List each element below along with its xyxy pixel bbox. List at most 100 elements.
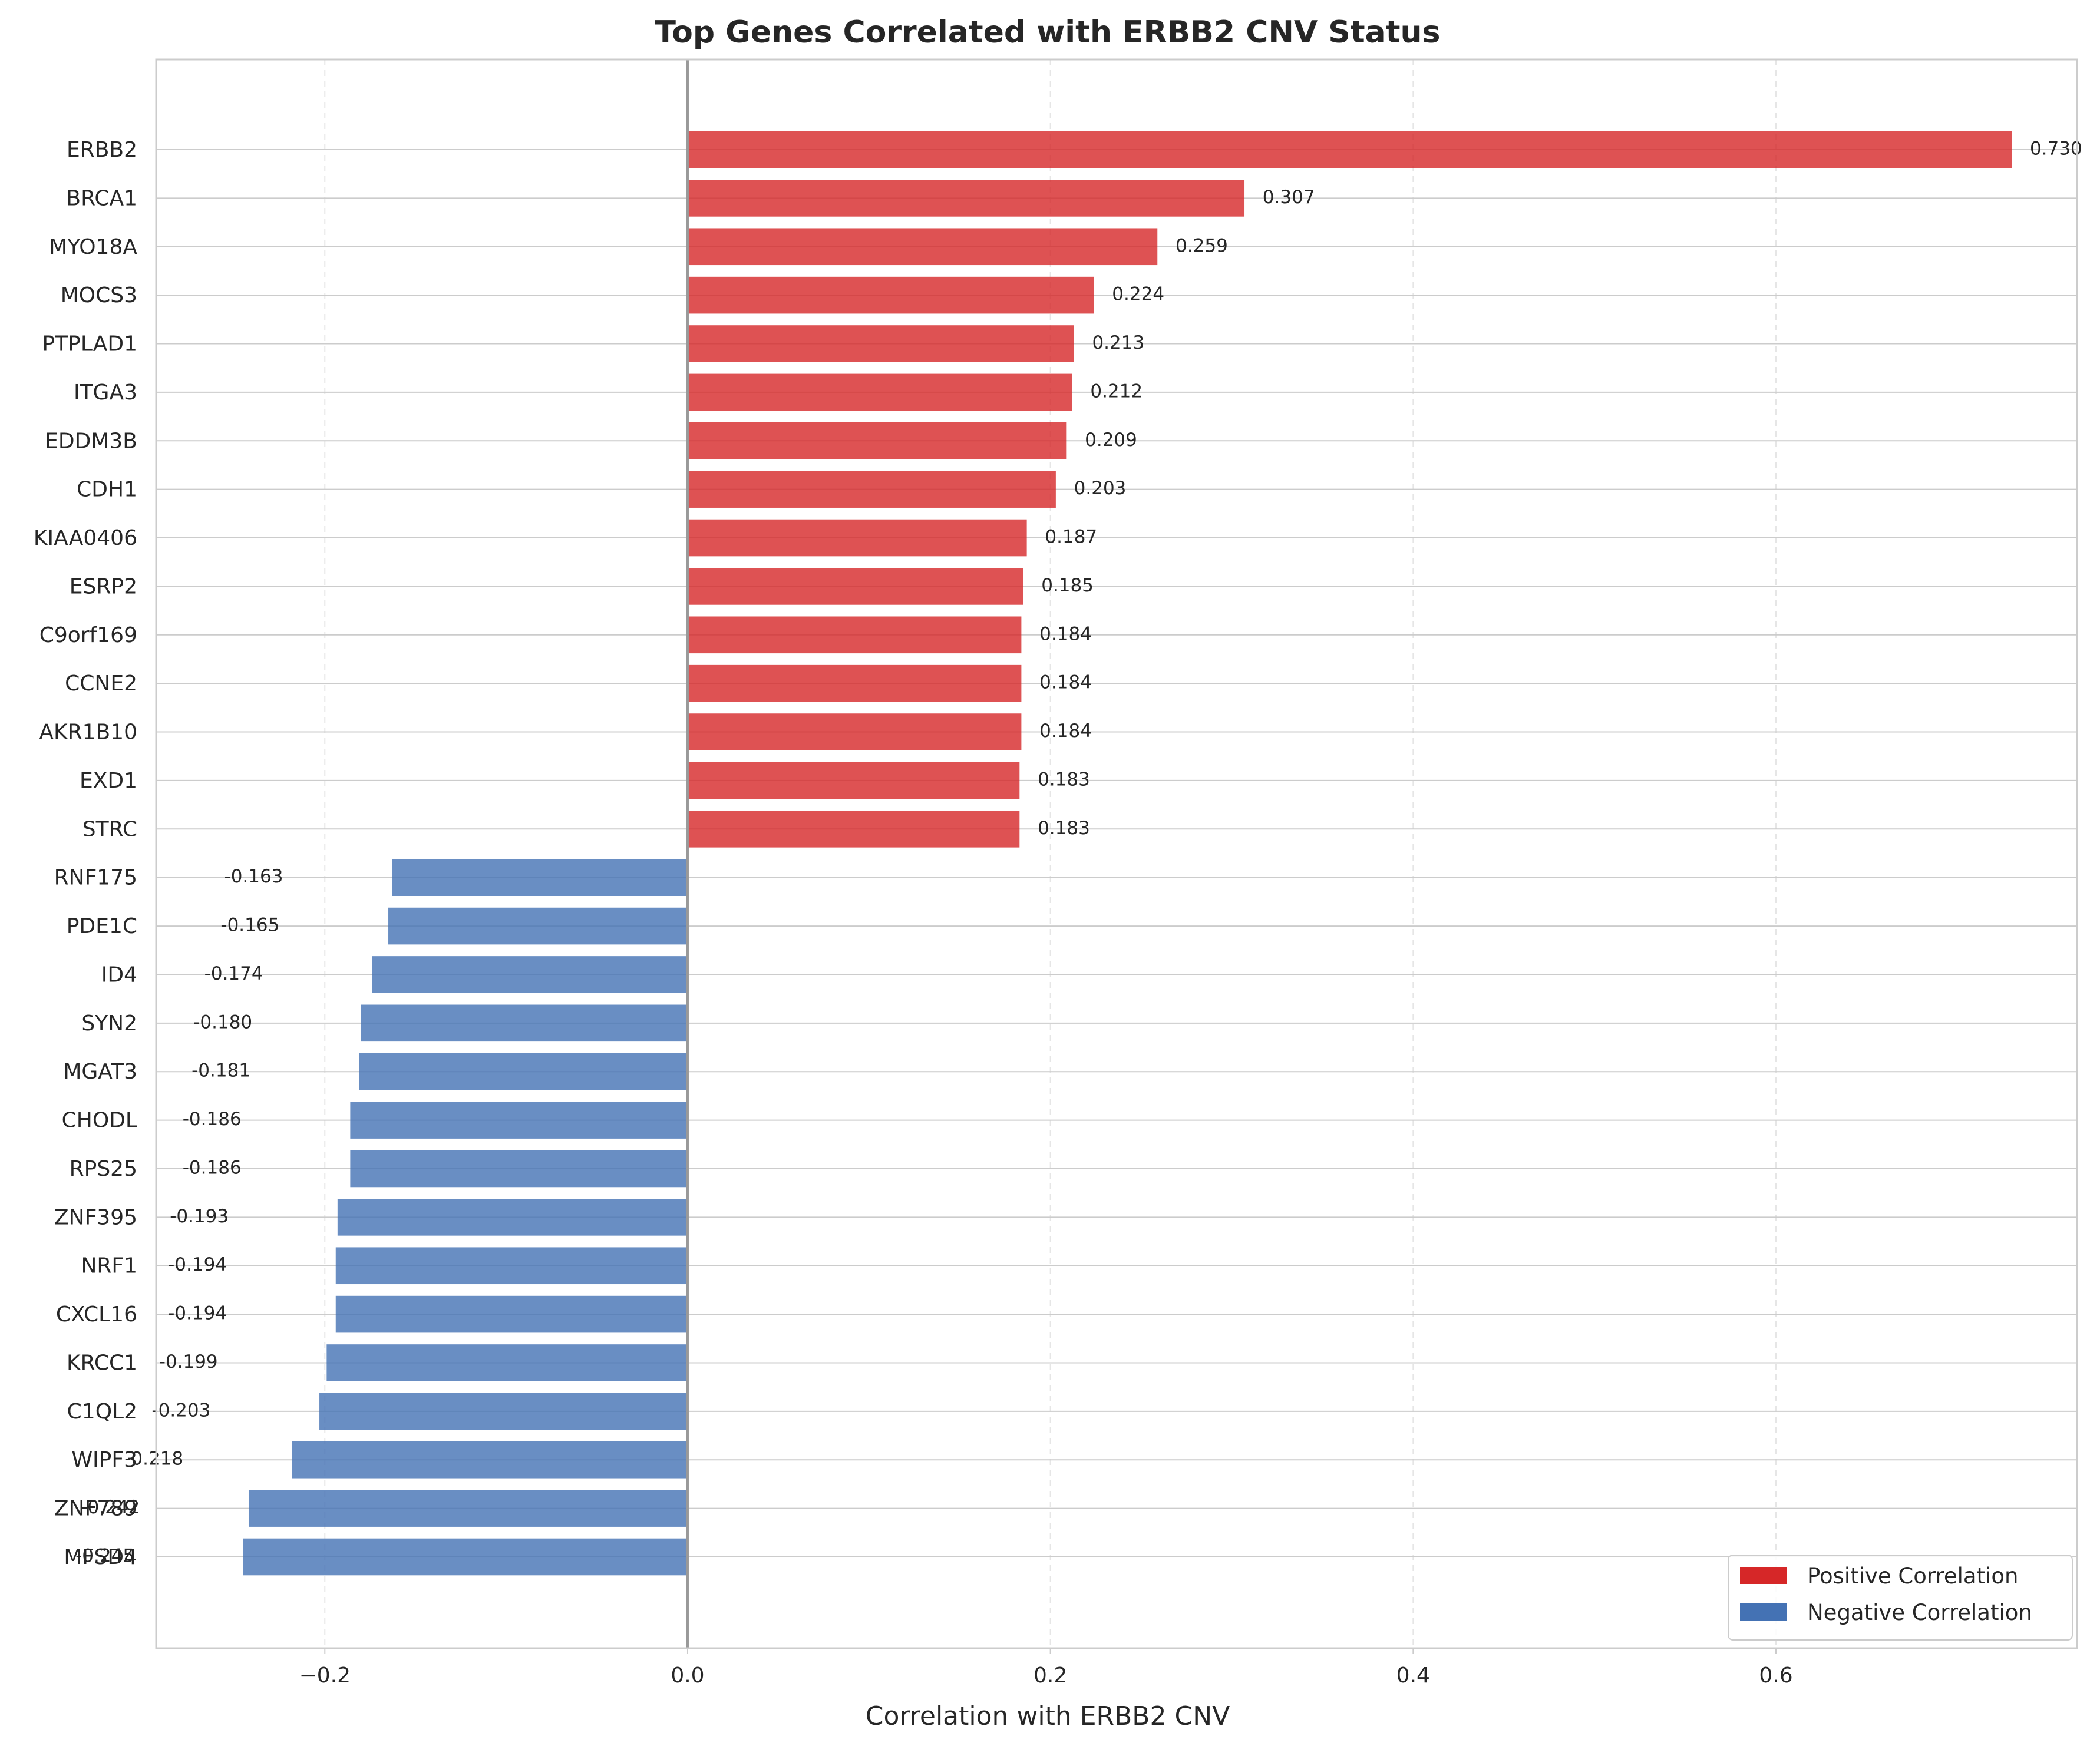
y-tick-label: ZNF395 [54,1205,137,1229]
bar [326,1344,688,1381]
y-tick-label: MOCS3 [61,283,137,307]
legend-frame [1728,1555,2073,1641]
bar [335,1247,688,1285]
legend-swatch-positive [1740,1567,1787,1584]
value-label: 0.224 [1112,284,1164,305]
value-label: 0.212 [1090,381,1143,402]
x-tick-label: −0.2 [299,1664,351,1688]
y-tick-label: RPS25 [70,1157,137,1181]
plot-frame [155,58,2078,1649]
bar [337,1199,688,1236]
value-label: -0.193 [170,1206,229,1227]
bar [335,1295,688,1333]
legend-label-negative: Negative Correlation [1807,1600,2032,1625]
y-tick-label: ERBB2 [67,138,137,162]
bar [687,276,1094,314]
y-tick-label: CCNE2 [65,672,137,696]
value-label: 0.183 [1038,769,1090,790]
value-label: -0.245 [75,1546,134,1567]
bar [372,956,688,993]
bar [359,1053,688,1090]
value-label: -0.181 [191,1060,250,1082]
y-tick-label: C9orf169 [39,623,137,647]
bar [687,568,1023,605]
y-tick-label: AKR1B10 [39,720,137,745]
x-tick-label: 0.2 [1034,1664,1067,1688]
x-tick-label: 0.0 [671,1664,704,1688]
bar [388,907,688,945]
bar [319,1393,688,1430]
y-tick-label: ESRP2 [70,574,137,598]
value-label: 0.184 [1039,672,1092,693]
bar [687,664,1022,702]
value-label: 0.187 [1045,527,1097,548]
y-tick-label: ID4 [101,963,137,987]
bar [292,1441,688,1479]
value-label: 0.203 [1074,478,1127,499]
bar [687,471,1056,508]
value-label: -0.163 [224,866,283,887]
y-tick-label: SYN2 [81,1011,137,1036]
value-label: -0.186 [183,1109,242,1130]
value-label: 0.259 [1176,235,1228,256]
bar [687,228,1158,266]
bar [687,713,1022,750]
bar [361,1004,688,1042]
x-tick-label: 0.6 [1759,1664,1792,1688]
y-tick-label: KRCC1 [67,1351,137,1375]
plot-area: 0.730 0.307 0.259 0.224 0.213 0.212 0.209 0.203… [34,58,2082,1688]
bar [687,762,1020,799]
value-label: -0.194 [168,1254,227,1275]
value-label: 0.185 [1041,575,1094,596]
value-label: 0.307 [1263,187,1315,208]
value-label: 0.183 [1038,818,1090,839]
value-label: 0.184 [1039,623,1092,644]
legend: Positive Correlation Negative Correlatio… [1728,1555,2073,1641]
y-tick-label: CHODL [62,1109,137,1133]
x-axis-label: Correlation with ERBB2 CNV [866,1701,1230,1731]
y-tick-label: STRC [82,817,137,841]
value-label: -0.194 [168,1303,227,1324]
bar [687,131,2012,168]
y-tick-label: ZNF789 [54,1497,137,1521]
y-tick-label: C1QL2 [67,1400,137,1424]
value-label: -0.199 [159,1351,218,1373]
y-tick-label: ITGA3 [74,381,137,405]
y-tick-label: EDDM3B [45,429,137,453]
bar [243,1538,688,1576]
value-label: 0.184 [1039,720,1092,742]
y-tick-label: KIAA0406 [34,526,137,550]
bar [392,859,688,896]
bar [687,616,1022,654]
y-tick-label: MFSD4 [64,1545,137,1569]
bar [687,180,1245,217]
chart-title: Top Genes Correlated with ERBB2 CNV Stat… [655,15,1441,50]
x-tick-label: 0.4 [1396,1664,1430,1688]
y-tick-label: WIPF3 [71,1448,137,1472]
legend-swatch-negative [1740,1603,1787,1621]
value-label: -0.174 [204,963,263,984]
bar [248,1490,688,1527]
y-tick-label: CXCL16 [56,1302,137,1327]
bar [350,1150,688,1188]
y-tick-label: MYO18A [49,235,137,259]
bar [687,325,1074,362]
value-label: -0.242 [81,1497,140,1518]
y-tick-label: BRCA1 [66,186,137,210]
y-tick-label: EXD1 [80,769,137,793]
bar [687,519,1027,557]
value-label: 0.730 [2030,138,2082,160]
value-label: -0.218 [124,1449,183,1470]
bar [687,422,1067,459]
y-tick-label: CDH1 [77,478,137,502]
bar [687,811,1020,848]
y-tick-label: NRF1 [81,1254,137,1278]
bar [687,373,1072,411]
y-tick-label: PDE1C [67,914,137,938]
legend-label-positive: Positive Correlation [1807,1563,2018,1589]
bar [350,1102,688,1139]
value-label: -0.186 [183,1157,242,1178]
value-label: 0.209 [1085,429,1137,451]
value-label: -0.165 [220,915,279,936]
